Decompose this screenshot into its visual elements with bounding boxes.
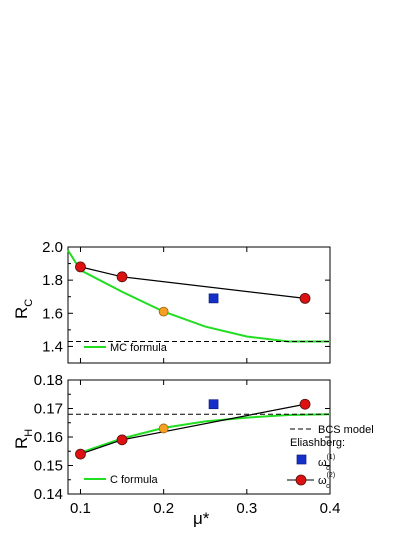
top-omega2-point [116, 271, 128, 283]
legend-omega1-label: ω(1) c [318, 454, 335, 472]
top-ytick-label: 2.0 [42, 239, 63, 256]
bottom-ytick-label: 0.18 [34, 372, 63, 389]
top-ylabel: RC [12, 299, 35, 319]
bottom-ytick-label: 0.17 [34, 401, 63, 418]
x-axis-title: μ* [193, 509, 210, 528]
top-omega2-line [80, 266, 306, 299]
bottom-omega2-point [116, 434, 128, 446]
legend-eliashberg-label: Eliashberg: [290, 437, 345, 449]
top-panel-plot: 1.4 1.6 1.8 2.0 [42, 239, 331, 363]
legend-c-label: C formula [110, 474, 159, 486]
top-omega1-point [208, 293, 219, 304]
legend-omega2-label: ω(2) c [318, 472, 335, 490]
bottom-ytick-label: 0.16 [34, 429, 63, 446]
top-ytick-label: 1.8 [42, 272, 63, 289]
top-panel-frame [67, 246, 331, 364]
bottom-omega2-point [75, 448, 86, 460]
bottom-omega1-point [208, 399, 219, 410]
bottom-ytick-label: 0.15 [34, 458, 63, 475]
top-highlight-point [158, 306, 169, 317]
bottom-xtick-label: 0.3 [236, 500, 257, 517]
bottom-panel-plot: 0.14 0.15 0.16 0.17 0.18 0.1 0.2 0.3 0.4 [34, 372, 341, 517]
legend-omega1-marker [296, 454, 307, 465]
top-omega2-point [75, 261, 86, 273]
bottom-xtick-label: 0.4 [320, 500, 341, 517]
top-omega2-point [299, 292, 311, 304]
bottom-xtick-label: 0.1 [70, 500, 91, 517]
legend-mc-label: MC formula [110, 342, 168, 354]
bottom-omega2-line [80, 403, 306, 455]
bottom-ylabel: RH [12, 429, 35, 449]
legend-omega2-marker [295, 474, 307, 486]
bottom-highlight-point [158, 423, 169, 434]
bottom-omega2-point [299, 398, 311, 410]
top-mc-formula-line [67, 249, 330, 343]
bottom-xtick-label: 0.2 [153, 500, 174, 517]
top-ytick-label: 1.6 [42, 305, 63, 322]
legend-bcs-label: BCS model [318, 424, 374, 436]
bottom-ytick-label: 0.14 [34, 486, 63, 503]
top-ytick-label: 1.4 [42, 338, 63, 355]
